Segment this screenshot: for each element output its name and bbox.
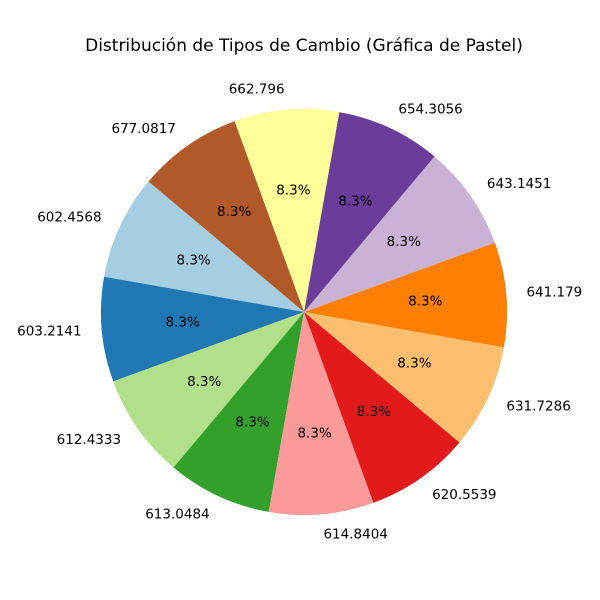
slice-label: 641.179 [526,285,582,301]
pie-slice-613.0484 [173,312,304,512]
slice-percentage-label: 8.3% [387,234,421,250]
slice-percentage-label: 8.3% [187,374,221,390]
pie-slice-612.4333 [113,312,304,468]
slice-percentage-label: 8.3% [166,315,200,331]
slice-percentage-label: 8.3% [217,204,251,220]
slice-percentage-label: 8.3% [176,253,210,269]
slice-percentage-label: 8.3% [297,425,331,441]
pie-slice-677.0817 [148,121,304,312]
slice-label: 654.3056 [398,102,462,118]
pie-slice-631.7286 [304,312,504,443]
slice-label: 662.796 [229,82,285,98]
slice-label: 643.1451 [487,176,551,192]
slice-label: 613.0484 [145,506,209,522]
pie-slice-620.5539 [304,312,460,503]
pie-slice-641.179 [304,242,507,348]
pie-slice-643.1451 [304,156,495,312]
pie-slice-603.2141 [100,276,304,382]
pie-slice-602.4568 [104,181,305,312]
chart-title: Distribución de Tipos de Cambio (Gráfica… [85,36,523,56]
pie-slices [100,109,507,515]
pie-slice-662.796 [234,109,340,312]
pie-slice-614.8404 [268,312,374,515]
slice-label: 631.7286 [506,398,570,414]
pie-slice-654.3056 [304,112,435,313]
slice-percentage-label: 8.3% [276,183,310,199]
slice-label: 603.2141 [17,323,81,339]
slice-percentage-label: 8.3% [235,414,269,430]
slice-label: 614.8404 [323,526,387,542]
pie-labels: 602.4568 8.3% 603.2141 8.3% 612.4333 8.3% 613.… [17,82,582,543]
slice-percentage-label: 8.3% [397,355,431,371]
slice-label: 612.4333 [57,432,121,448]
slice-label: 677.0817 [111,121,175,137]
slice-percentage-label: 8.3% [338,194,372,210]
slice-label: 602.4568 [37,210,101,226]
slice-percentage-label: 8.3% [408,293,442,309]
slice-percentage-label: 8.3% [357,404,391,420]
slice-label: 620.5539 [432,487,496,503]
